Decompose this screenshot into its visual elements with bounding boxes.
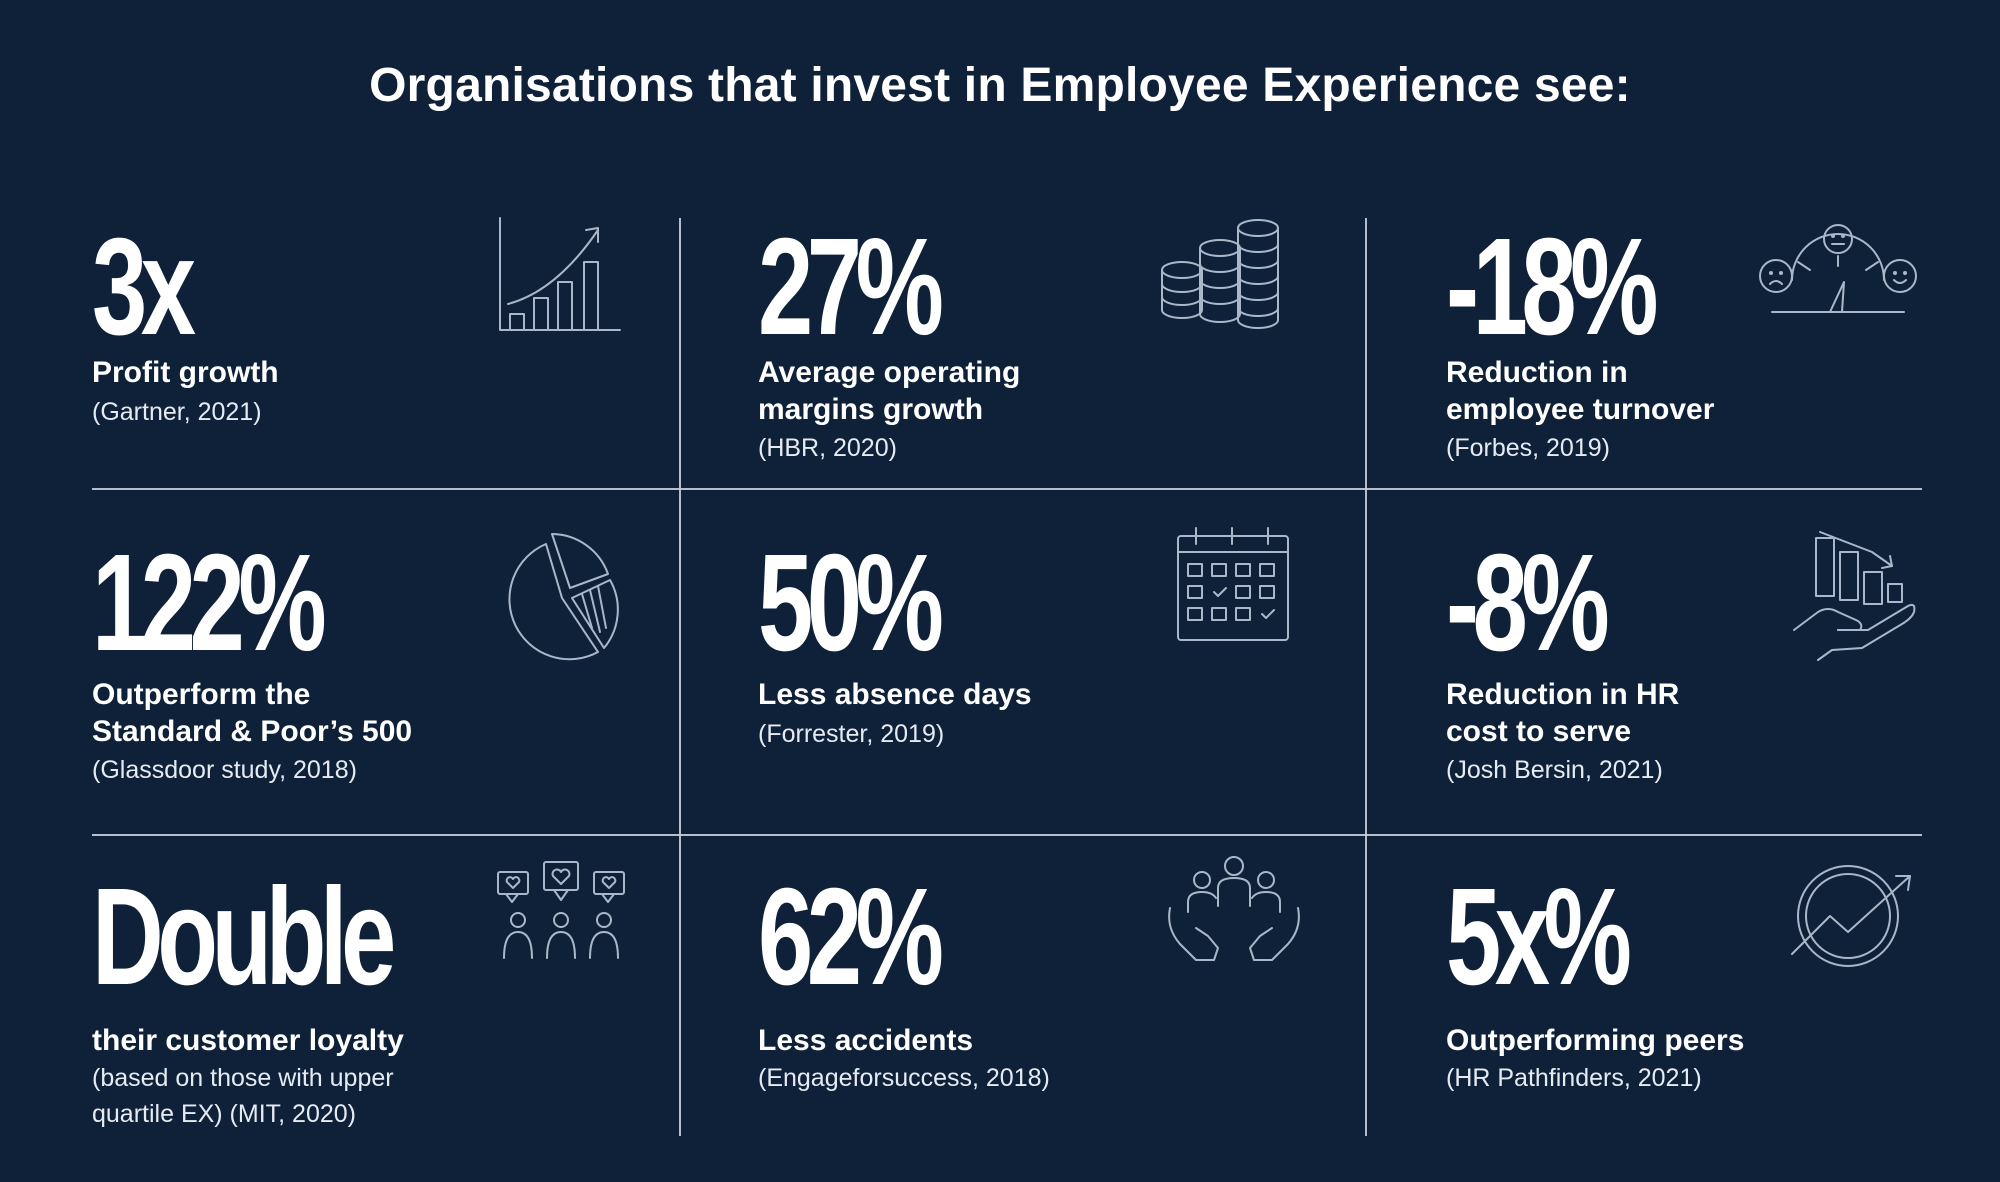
stat-card-operating-margins: 27% Average operating margins growth (HB… — [758, 218, 1338, 488]
hand-declining-chart-icon — [1792, 530, 1916, 661]
stat-label: their customer loyalty — [92, 1024, 404, 1057]
stat-source: (Forrester, 2019) — [758, 720, 945, 748]
stat-value: -8% — [1446, 526, 1610, 680]
stat-source: (HBR, 2020) — [758, 434, 897, 462]
stat-value: 27% — [758, 210, 944, 364]
satisfaction-gauge-icon — [1758, 224, 1918, 316]
coin-stacks-icon — [1160, 218, 1284, 334]
stat-source: (based on those with upper quartile EX) … — [92, 1064, 394, 1128]
stat-label: Profit growth — [92, 356, 279, 389]
bar-chart-growth-icon — [498, 217, 622, 334]
stat-value: Double — [92, 860, 396, 1014]
stat-source: (Glassdoor study, 2018) — [92, 756, 357, 784]
stat-source: (Gartner, 2021) — [92, 398, 262, 426]
stat-label: Less accidents — [758, 1024, 974, 1057]
stat-label: Reduction in HR cost to serve — [1446, 678, 1680, 748]
stat-value: 5x% — [1446, 860, 1632, 1014]
pie-chart-icon — [496, 532, 632, 662]
stat-card-employee-turnover: -18% Reduction in employee turnover (For… — [1446, 218, 1922, 488]
stat-value: 50% — [758, 526, 944, 680]
page-title: Organisations that invest in Employee Ex… — [369, 59, 1631, 112]
stat-label: Less absence days — [758, 678, 1032, 711]
stat-source: (HR Pathfinders, 2021) — [1446, 1064, 1702, 1092]
row-divider — [92, 488, 1922, 490]
customers-hearts-icon — [496, 860, 626, 962]
column-divider — [1365, 218, 1367, 1136]
column-divider — [679, 218, 681, 1136]
stats-grid: 3x Profit growth (Gartner, 2021) 27% Ave… — [92, 210, 1922, 1136]
hands-people-icon — [1166, 856, 1302, 968]
stat-value: 122% — [92, 526, 327, 680]
stat-label: Outperforming peers — [1446, 1024, 1745, 1057]
stat-value: -18% — [1446, 210, 1659, 364]
stat-card-absence-days: 50% Less absence days (Forrester, 2019) — [758, 526, 1338, 834]
stat-label: Outperform the Standard & Poor’s 500 — [92, 678, 413, 748]
stat-source: (Forbes, 2019) — [1446, 434, 1610, 462]
stat-value: 3x — [92, 210, 196, 364]
stat-label: Average operating margins growth — [758, 356, 1021, 426]
calendar-icon — [1176, 527, 1290, 642]
stat-card-customer-loyalty: Double their customer loyalty (based on … — [92, 860, 652, 1136]
row-divider — [92, 834, 1922, 836]
stat-card-outperform-sp500: 122% Outperform the Standard & Poor’s 50… — [92, 526, 652, 834]
stat-label: Reduction in employee turnover — [1446, 356, 1715, 426]
stat-card-outperforming-peers: 5x% Outperforming peers (HR Pathfinders,… — [1446, 860, 1922, 1136]
stat-card-accidents: 62% Less accidents (Engageforsuccess, 20… — [758, 856, 1338, 1136]
stat-source: (Josh Bersin, 2021) — [1446, 756, 1663, 784]
trend-circle-icon — [1790, 864, 1914, 968]
stat-source: (Engageforsuccess, 2018) — [758, 1064, 1050, 1092]
stat-value: 62% — [758, 860, 944, 1014]
stat-card-profit-growth: 3x Profit growth (Gartner, 2021) — [92, 210, 652, 488]
stat-card-hr-cost: -8% Reduction in HR cost to serve (Josh … — [1446, 526, 1922, 834]
